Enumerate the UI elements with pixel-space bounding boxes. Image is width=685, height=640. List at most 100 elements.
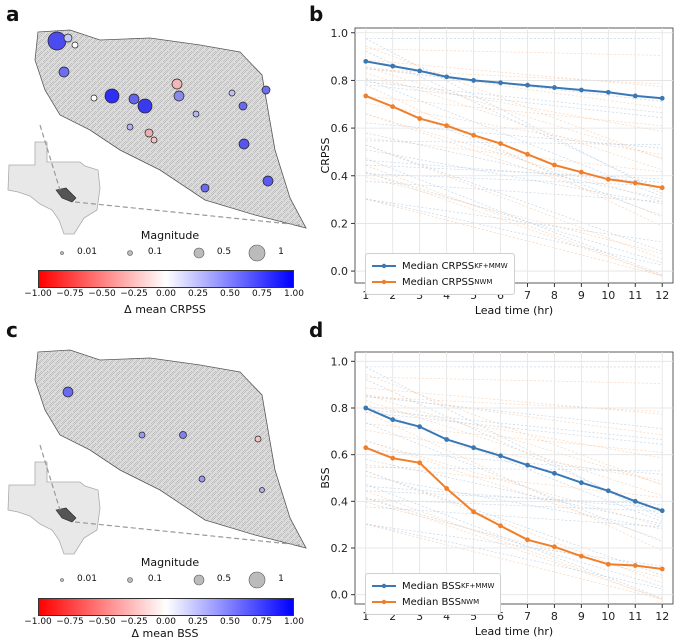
- x-tick-label: 9: [578, 289, 585, 302]
- magnitude-marker: [249, 572, 265, 588]
- site-circle: [199, 476, 205, 482]
- data-point: [498, 523, 503, 528]
- colorbar-label-c: Δ mean BSS: [80, 627, 250, 640]
- mag-label: 0.5: [209, 247, 239, 257]
- colorbar-a: [38, 270, 294, 288]
- y-tick-label: 0.6: [331, 122, 349, 135]
- site-circle: [48, 32, 66, 50]
- data-point: [525, 537, 530, 542]
- colorbar-tick: 1.00: [278, 617, 310, 627]
- mag-label: 0.01: [72, 574, 102, 584]
- colorbar-tick: −0.25: [118, 617, 150, 627]
- panel-letter-d: d: [309, 318, 323, 342]
- data-point: [606, 177, 611, 182]
- site-circle: [262, 86, 270, 94]
- site-circle: [59, 67, 69, 77]
- x-axis-title: Lead time (hr): [475, 304, 553, 317]
- site-circle: [180, 432, 187, 439]
- site-circle: [129, 94, 139, 104]
- y-tick-label: 0.0: [331, 589, 349, 602]
- data-point: [633, 563, 638, 568]
- magnitude-marker: [61, 579, 64, 582]
- y-axis-title: CRPSS: [319, 138, 332, 174]
- data-point: [363, 445, 368, 450]
- data-point: [606, 90, 611, 95]
- site-circle: [72, 42, 78, 48]
- y-tick-label: 0.8: [331, 402, 349, 415]
- data-point: [471, 445, 476, 450]
- data-point: [444, 437, 449, 442]
- legend-label: Median CRPSS: [402, 277, 474, 288]
- legend-label: Median BSS: [402, 581, 461, 592]
- y-tick-label: 0.2: [331, 217, 349, 230]
- colorbar-tick: 0.75: [246, 617, 278, 627]
- data-point: [633, 94, 638, 99]
- data-point: [444, 486, 449, 491]
- colorbar-tick: −0.50: [86, 617, 118, 627]
- data-point: [417, 424, 422, 429]
- colorbar-tick: 0.25: [182, 289, 214, 299]
- data-point: [525, 83, 530, 88]
- magnitude-marker: [128, 578, 133, 583]
- data-point: [390, 456, 395, 461]
- data-point: [633, 181, 638, 186]
- texas-inset: [8, 462, 100, 554]
- basin-map-a: [0, 20, 310, 240]
- x-tick-label: 12: [655, 610, 669, 623]
- legend-subscript: NWM: [461, 598, 479, 606]
- legend-label: Median CRPSS: [402, 261, 474, 272]
- site-circle: [193, 111, 199, 117]
- mag-label: 0.5: [209, 574, 239, 584]
- data-point: [363, 94, 368, 99]
- texas-inset: [8, 142, 100, 234]
- magnitude-marker: [128, 251, 133, 256]
- y-tick-label: 0.4: [331, 495, 349, 508]
- data-point: [552, 163, 557, 168]
- site-circle: [239, 102, 247, 110]
- site-circle: [139, 432, 145, 438]
- colorbar-tick: 0.50: [214, 289, 246, 299]
- y-tick-label: 0.4: [331, 170, 349, 183]
- x-tick-label: 8: [551, 610, 558, 623]
- data-point: [660, 567, 665, 572]
- x-tick-label: 7: [524, 610, 531, 623]
- colorbar-tick: −1.00: [22, 617, 54, 627]
- site-circle: [201, 184, 209, 192]
- colorbar-tick: 0.00: [150, 617, 182, 627]
- site-circle: [229, 90, 235, 96]
- y-tick-label: 0.6: [331, 449, 349, 462]
- y-tick-label: 0.2: [331, 542, 349, 555]
- colorbar-tick: −0.25: [118, 289, 150, 299]
- data-point: [417, 460, 422, 465]
- data-point: [525, 463, 530, 468]
- plot-frame: [355, 352, 673, 604]
- y-tick-label: 1.0: [331, 355, 349, 368]
- colorbar-tick: 1.00: [278, 289, 310, 299]
- data-point: [471, 509, 476, 514]
- data-point: [471, 133, 476, 138]
- basin-map-c: [0, 340, 310, 560]
- site-circle: [64, 34, 72, 42]
- site-circle: [263, 176, 273, 186]
- panel-letter-c: c: [6, 318, 18, 342]
- site-circle: [91, 95, 97, 101]
- legend-subscript: KF+MMW: [474, 262, 507, 270]
- mag-label: 1: [266, 247, 296, 257]
- site-circle: [260, 488, 265, 493]
- data-point: [390, 104, 395, 109]
- data-point: [579, 554, 584, 559]
- magnitude-marker: [249, 245, 265, 261]
- site-circle: [63, 387, 73, 397]
- site-circle: [151, 137, 157, 143]
- data-point: [444, 123, 449, 128]
- colorbar-tick: −0.75: [54, 289, 86, 299]
- data-point: [552, 471, 557, 476]
- legend-label: Median BSS: [402, 597, 461, 608]
- colorbar-tick: −0.50: [86, 289, 118, 299]
- y-tick-label: 1.0: [331, 27, 349, 40]
- x-tick-label: 10: [601, 289, 615, 302]
- data-point: [390, 64, 395, 69]
- data-point: [444, 74, 449, 79]
- x-tick-label: 10: [601, 610, 615, 623]
